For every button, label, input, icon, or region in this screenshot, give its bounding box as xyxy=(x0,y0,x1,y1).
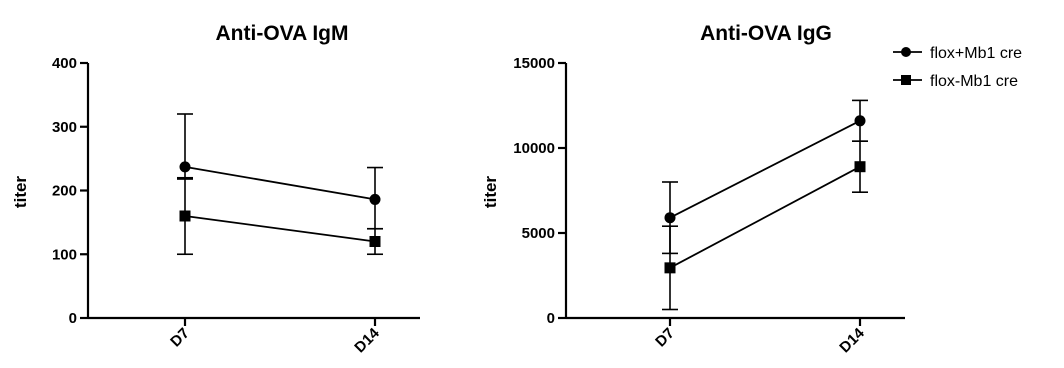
igm-chart-title: Anti-OVA IgM xyxy=(216,22,349,45)
legend-marker-square xyxy=(901,75,911,85)
igg-series-flox-plus-point-1 xyxy=(854,115,866,127)
igm-x-tick-label-0: D7 xyxy=(167,325,193,351)
igm-marks: 0 100 200 300 400 D7 D14 xyxy=(52,55,420,356)
igm-series-flox-plus-line xyxy=(184,166,376,201)
igg-series-flox-minus-point-1 xyxy=(854,161,866,173)
igm-series-flox-minus-point-1 xyxy=(369,236,381,247)
igg-y-tick-label-1: 5000 xyxy=(522,225,555,242)
igm-y-tick-label-0: 0 xyxy=(69,310,77,327)
igm-series-flox-plus-point-0 xyxy=(179,161,191,173)
igg-x-tick-label-1: D14 xyxy=(836,324,868,356)
igg-y-tick-label-0: 0 xyxy=(547,310,555,327)
legend: flox+Mb1 cre flox-Mb1 cre xyxy=(893,45,1022,90)
igm-series-flox-minus-line xyxy=(184,215,376,243)
igg-y-tick-label-3: 15000 xyxy=(513,55,555,72)
igm-chart: Anti-OVA IgM titer 0 100 200 300 400 D7 D14 xyxy=(11,22,420,356)
igm-y-tick-label-2: 200 xyxy=(52,183,77,200)
igm-y-tick-label-4: 400 xyxy=(52,55,77,72)
igm-y-tick-label-1: 100 xyxy=(52,246,77,263)
legend-label-flox-plus: flox+Mb1 cre xyxy=(930,45,1022,62)
igm-series-flox-minus-point-0 xyxy=(179,210,191,222)
igg-marks: 0 5000 10000 15000 D7 D14 xyxy=(513,55,905,356)
igg-series-flox-plus-line xyxy=(669,119,861,219)
igg-chart: Anti-OVA IgG titer 0 5000 10000 15000 D7 D14 xyxy=(481,22,905,356)
igg-series-flox-minus-line xyxy=(669,165,861,269)
igg-series-flox-plus-point-0 xyxy=(664,212,676,224)
igg-chart-title: Anti-OVA IgG xyxy=(700,22,832,45)
igm-x-tick-label-1: D14 xyxy=(351,324,383,356)
igg-y-axis-label: titer xyxy=(481,176,500,209)
igg-series-flox-minus-point-0 xyxy=(664,262,676,274)
igm-y-tick-label-3: 300 xyxy=(52,119,77,136)
igg-y-tick-label-2: 10000 xyxy=(513,140,555,157)
igm-y-axis-label: titer xyxy=(11,176,30,209)
legend-marker-circle xyxy=(901,47,911,57)
legend-label-flox-minus: flox-Mb1 cre xyxy=(930,73,1018,90)
igg-x-tick-label-0: D7 xyxy=(652,325,678,351)
igm-series-flox-plus-point-1 xyxy=(369,193,381,205)
